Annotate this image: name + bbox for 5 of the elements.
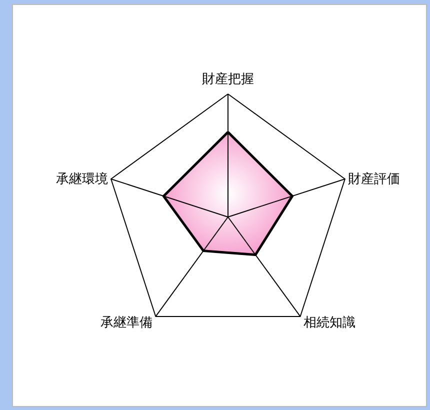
spoke-label: 承継準備 — [100, 315, 153, 330]
spoke-label: 相続知識 — [303, 315, 356, 330]
spoke-label: 承継環境 — [56, 170, 108, 187]
spoke-label: 財産評価 — [348, 170, 400, 187]
spoke-label: 財産把握 — [202, 71, 254, 88]
